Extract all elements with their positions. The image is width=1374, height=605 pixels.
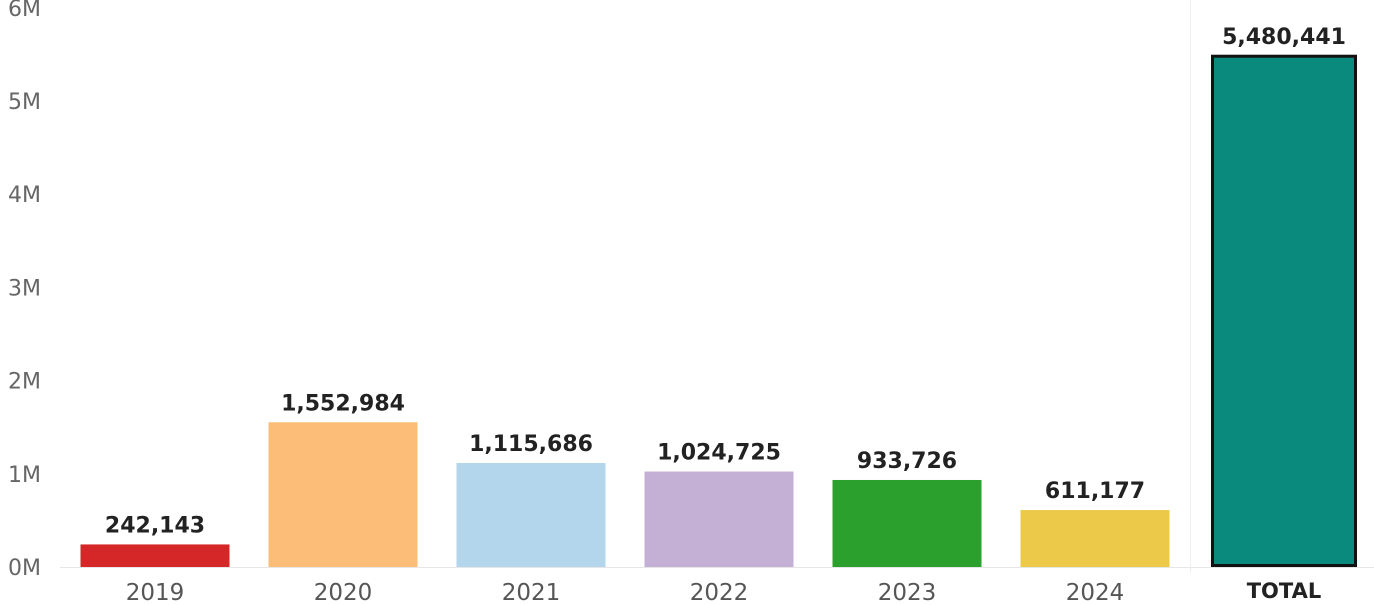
x-axis: 2019 2020 2021 2022 2023 2024 TOTAL	[60, 0, 1374, 605]
bar-2019	[80, 544, 230, 567]
bar-2023	[832, 479, 982, 567]
data-label-2019: 242,143	[105, 513, 205, 538]
x-tick-label-2022: 2022	[690, 580, 749, 605]
bar-2021	[456, 463, 606, 567]
y-tick-label: 2M	[8, 370, 41, 395]
x-tick-label-2019: 2019	[126, 580, 185, 605]
y-axis: 0M 1M 2M 3M 4M 5M 6M	[8, 0, 41, 581]
y-tick-label: 5M	[8, 90, 41, 115]
x-tick-label-2023: 2023	[878, 580, 937, 605]
y-tick-label: 1M	[8, 463, 41, 488]
x-tick-label-2020: 2020	[314, 580, 373, 605]
bar-2020	[268, 422, 418, 567]
y-tick-label: 0M	[8, 556, 41, 581]
data-label-total: 5,480,441	[1222, 25, 1346, 50]
x-tick-label-total: TOTAL	[1247, 579, 1322, 603]
bar-2022	[644, 471, 794, 567]
y-tick-label: 4M	[8, 183, 41, 208]
data-label-2021: 1,115,686	[469, 432, 593, 457]
data-label-2024: 611,177	[1045, 479, 1145, 504]
data-label-2023: 933,726	[857, 449, 957, 474]
y-tick-label: 3M	[8, 276, 41, 301]
bar-2024	[1020, 510, 1170, 567]
data-label-2022: 1,024,725	[657, 440, 781, 465]
bars: 242,143 1,552,984 1,115,686 1,024,725 933,72…	[80, 25, 1357, 567]
x-tick-label-2021: 2021	[502, 580, 561, 605]
data-label-2020: 1,552,984	[281, 391, 405, 416]
x-tick-label-2024: 2024	[1066, 580, 1125, 605]
y-tick-label: 6M	[8, 0, 41, 22]
bar-total	[1211, 54, 1357, 567]
